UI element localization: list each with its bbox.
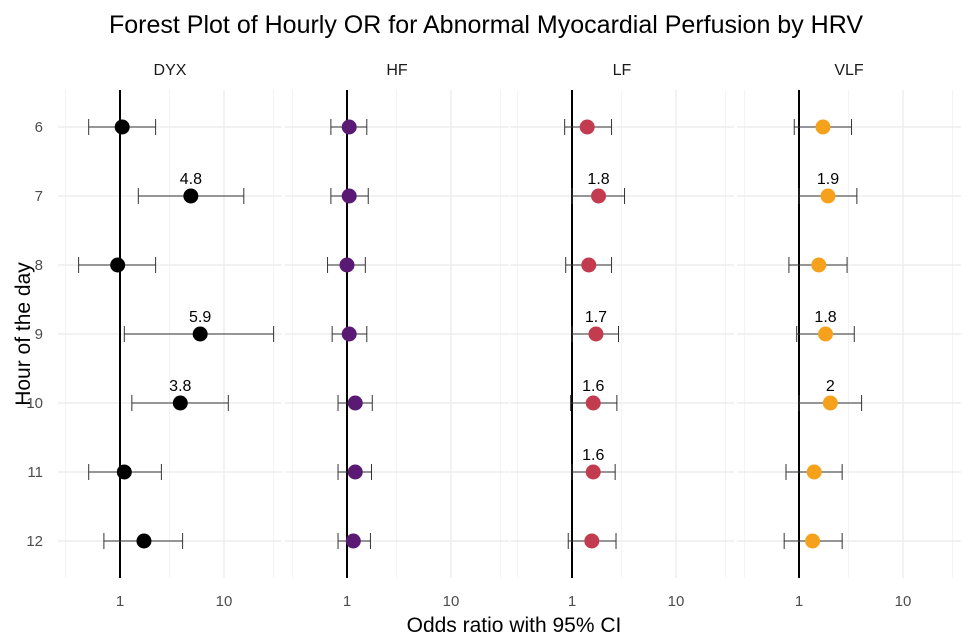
data-point — [114, 119, 130, 135]
x-tick-label: 10 — [668, 593, 685, 610]
y-axis-title: Hour of the day — [12, 262, 35, 406]
data-point — [579, 119, 595, 135]
chart-title: Forest Plot of Hourly OR for Abnormal My… — [109, 11, 863, 39]
y-tick-label: 8 — [35, 257, 43, 274]
x-tick-label: 1 — [116, 593, 124, 610]
data-point — [581, 257, 597, 273]
data-point — [116, 464, 132, 480]
data-label: 1.6 — [582, 378, 604, 395]
y-tick-label: 6 — [35, 119, 43, 136]
data-point — [805, 533, 821, 549]
data-point — [806, 464, 822, 480]
x-tick-label: 1 — [568, 593, 576, 610]
data-point — [183, 188, 199, 204]
y-tick-label: 10 — [26, 395, 43, 412]
data-point — [820, 188, 836, 204]
data-label: 3.8 — [169, 378, 191, 395]
panel-strip-label: DYX — [154, 62, 187, 79]
y-tick-label: 9 — [35, 326, 43, 343]
data-label: 1.7 — [585, 309, 607, 326]
x-tick-label: 10 — [216, 593, 233, 610]
panel-lf: LF 1 10 1.8 1.7 1.6 1.6 — [510, 62, 734, 610]
panels: DYX 1 10 4.8 5.9 3.8 HF 1 10 LF 1 10 1.8 1.7 1.6 1.6 VLF… — [58, 62, 961, 610]
x-axis-title: Odds ratio with 95% CI — [407, 614, 622, 637]
data-label: 1.9 — [817, 171, 839, 188]
data-label: 1.6 — [582, 447, 604, 464]
data-label: 1.8 — [587, 171, 609, 188]
data-point — [347, 395, 363, 411]
panel-vlf: VLF 1 10 1.9 1.8 2 — [737, 62, 961, 610]
data-label: 4.8 — [180, 171, 202, 188]
panel-hf: HF 1 10 — [285, 62, 509, 610]
data-point — [136, 533, 152, 549]
data-point — [341, 119, 357, 135]
data-point — [811, 257, 827, 273]
data-point — [822, 395, 838, 411]
panel-strip-label: LF — [613, 62, 632, 79]
data-point — [815, 119, 831, 135]
y-tick-label: 7 — [35, 188, 43, 205]
panel-dyx: DYX 1 10 4.8 5.9 3.8 — [58, 62, 282, 610]
data-point — [818, 326, 834, 342]
data-label: 2 — [826, 378, 835, 395]
data-point — [192, 326, 208, 342]
x-tick-label: 10 — [895, 593, 912, 610]
x-tick-label: 10 — [443, 593, 460, 610]
x-tick-label: 1 — [795, 593, 803, 610]
data-point — [339, 257, 355, 273]
x-tick-label: 1 — [343, 593, 351, 610]
data-point — [110, 257, 126, 273]
data-point — [591, 188, 607, 204]
data-point — [341, 188, 357, 204]
data-point — [345, 533, 361, 549]
panel-strip-label: HF — [386, 62, 408, 79]
data-point — [588, 326, 604, 342]
data-point — [585, 464, 601, 480]
data-point — [585, 395, 601, 411]
data-point — [341, 326, 357, 342]
y-axis-ticks: 6 7 8 9 10 11 12 — [26, 119, 43, 550]
data-label: 5.9 — [189, 309, 211, 326]
data-label: 1.8 — [814, 309, 836, 326]
data-point — [347, 464, 363, 480]
y-tick-label: 11 — [27, 464, 43, 481]
y-tick-label: 12 — [26, 533, 43, 550]
data-point — [584, 533, 600, 549]
panel-strip-label: VLF — [834, 62, 864, 79]
data-point — [172, 395, 188, 411]
